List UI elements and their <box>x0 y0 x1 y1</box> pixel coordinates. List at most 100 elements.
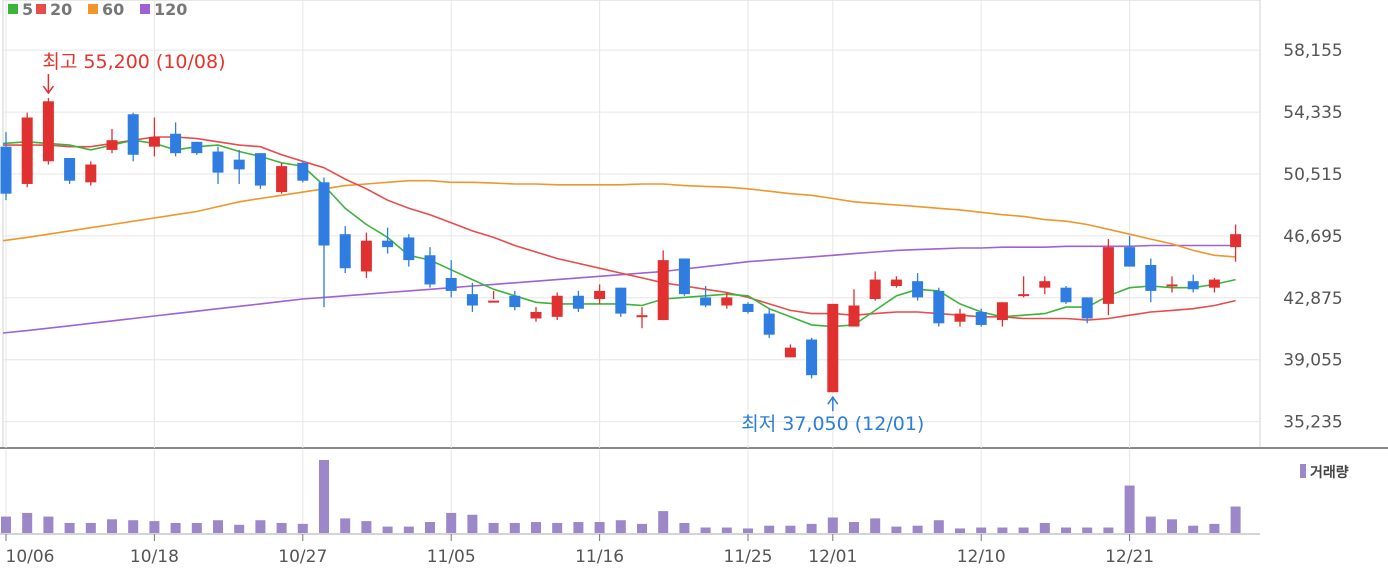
volume-bar <box>679 522 690 533</box>
candle-body <box>276 166 288 193</box>
volume-bar <box>1 516 11 533</box>
ma-60-line <box>2 179 1236 258</box>
volume-bar <box>531 522 541 533</box>
candle-body <box>254 153 266 186</box>
volume-bar <box>149 521 160 533</box>
legend-label: 60 <box>102 0 124 19</box>
candle <box>933 287 945 327</box>
candle <box>64 158 76 184</box>
candle <box>85 161 97 186</box>
candle-body <box>424 255 436 285</box>
price-grid <box>0 0 1388 535</box>
candle-body <box>191 141 203 154</box>
candle <box>763 308 775 338</box>
volume-bar <box>382 526 393 533</box>
candle-body <box>1124 247 1136 267</box>
candle-body <box>742 303 754 312</box>
volume-bar <box>213 520 223 533</box>
volume-bar <box>107 519 117 533</box>
candle <box>1018 276 1030 298</box>
candle-body <box>827 303 839 393</box>
volume-bar <box>976 527 987 533</box>
volume-bar <box>1209 523 1220 533</box>
candle <box>700 286 712 308</box>
low-price-annotation: 최저 37,050 (12/01) <box>741 413 924 435</box>
candle-body <box>106 140 118 150</box>
candle-body <box>85 164 97 183</box>
candle-body <box>912 281 924 298</box>
volume-bar <box>827 517 838 533</box>
candle <box>1230 224 1242 262</box>
candle <box>382 227 394 254</box>
legend-swatch <box>140 4 150 14</box>
candle <box>509 290 521 311</box>
candle-body <box>488 300 500 303</box>
volume-bar <box>658 511 669 533</box>
volume-bar <box>22 512 33 533</box>
volume-bar <box>467 514 478 533</box>
candle <box>42 98 54 165</box>
candle <box>912 273 924 301</box>
candle <box>848 289 860 327</box>
low-arrow-head <box>827 395 839 405</box>
volume-bar <box>637 523 647 533</box>
candle-body <box>318 182 330 246</box>
volume-bar <box>955 528 965 533</box>
volume-grid <box>5 450 1131 534</box>
legend-swatch <box>8 4 18 14</box>
candle-body <box>572 295 584 309</box>
x-tick-label: 12/01 <box>808 547 857 567</box>
candle-body <box>466 294 478 306</box>
candle <box>996 302 1008 327</box>
candle <box>488 290 500 303</box>
candle-body <box>657 260 669 321</box>
volume-bar <box>340 518 351 533</box>
volume-bar <box>170 522 181 533</box>
ma-20-line <box>3 136 1236 321</box>
candle-body <box>21 117 33 184</box>
volume-bar <box>319 460 329 533</box>
candle-body <box>1060 287 1072 303</box>
legend-swatch <box>88 4 98 14</box>
volume-bar <box>1082 527 1093 533</box>
high-price-annotation: 최고 55,200 (10/08) <box>42 51 225 73</box>
candle <box>954 308 966 327</box>
high-arrow-head <box>42 85 55 95</box>
candle <box>21 112 33 188</box>
volume-bar <box>573 522 584 533</box>
candle-body <box>42 101 54 162</box>
candle-body <box>0 146 12 194</box>
candle-body <box>1208 279 1220 288</box>
candle-body <box>678 258 690 295</box>
candle <box>170 122 182 157</box>
volume-bar <box>1145 516 1156 533</box>
volume-bar <box>806 523 817 533</box>
x-tick-label: 11/25 <box>724 547 773 567</box>
volume-bar <box>785 525 796 533</box>
candle-body <box>530 311 542 319</box>
volume-bar <box>700 527 711 533</box>
candle <box>254 153 266 189</box>
volume-bar <box>403 526 414 533</box>
candle <box>403 234 415 267</box>
legend-swatch <box>36 4 46 14</box>
volume-bar <box>1018 527 1029 533</box>
volume-bar <box>1103 527 1114 533</box>
candle <box>233 149 245 184</box>
volume-bar <box>191 522 202 533</box>
candle <box>1081 297 1093 324</box>
volume-bar <box>615 520 626 533</box>
y-tick-label: 58,155 <box>1283 41 1342 61</box>
volume-bar <box>764 525 775 533</box>
volume-bar <box>594 522 605 533</box>
candle <box>636 307 648 329</box>
candle-body <box>148 136 160 147</box>
candle <box>551 292 563 321</box>
candle <box>466 282 478 312</box>
x-tick-label: 10/06 <box>6 547 55 567</box>
candle-body <box>64 158 76 181</box>
candle <box>1124 235 1136 267</box>
y-axis-labels: 58,155 54,335 50,515 46,695 42,875 39,055 35,2… <box>1283 41 1342 432</box>
y-tick-label: 50,515 <box>1283 165 1342 185</box>
annotations: 최고 55,200 (10/08) 최저 37,050 (12/01) <box>42 51 924 435</box>
